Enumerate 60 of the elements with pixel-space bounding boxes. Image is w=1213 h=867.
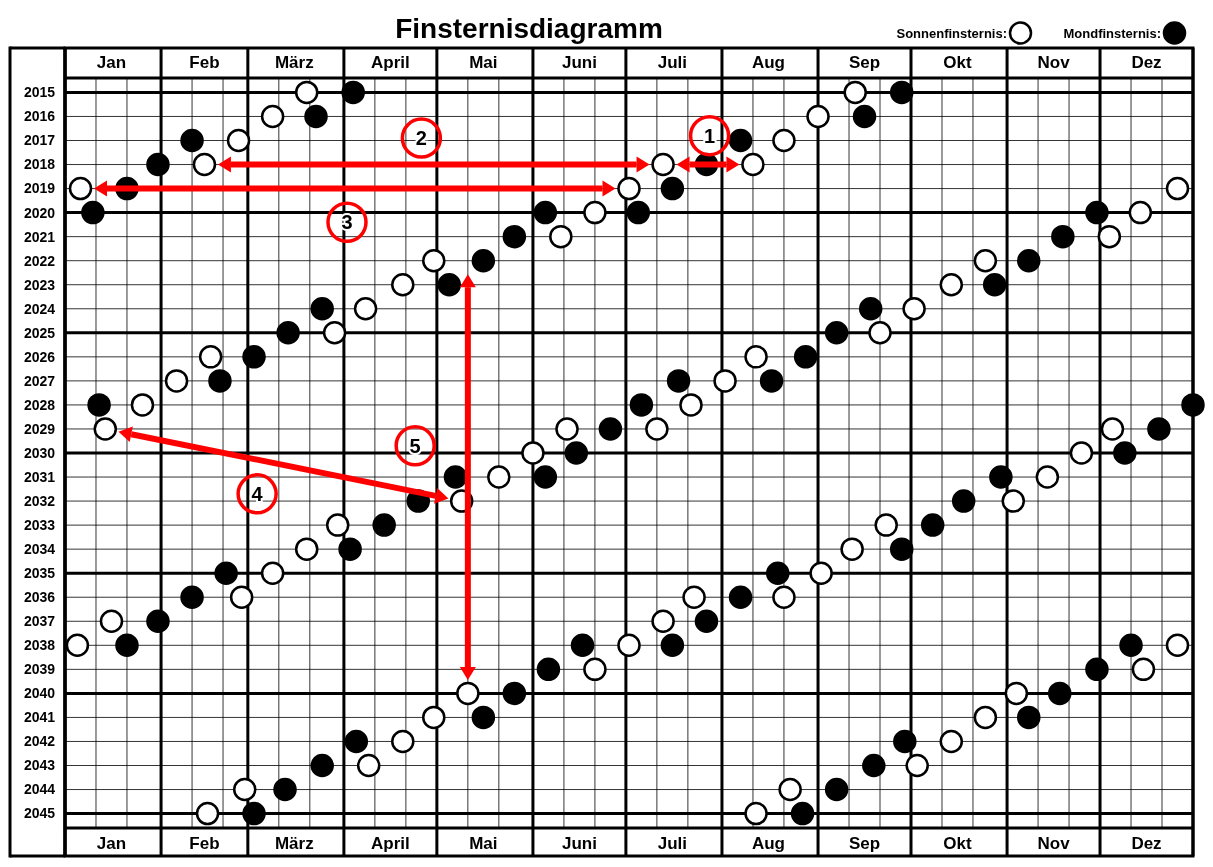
x-tick-label: Juli [657,834,688,853]
x2-tick-label: Okt [943,53,972,72]
y-tick-label: 2042 [23,733,56,750]
y-tick-label: 2034 [23,541,56,558]
y-tick-label: 2031 [23,468,56,485]
y-tick-label: 2036 [23,589,56,606]
x2-tick-label: Feb [189,53,220,72]
annotation: 4 [251,483,264,506]
x2-tick-label: Mai [469,53,498,72]
legend-label: Mondfinsternis: [1063,26,1161,41]
x2-tick-label: März [274,53,314,72]
x2-tick-label: Aug [751,53,785,72]
y-tick-label: 2029 [23,420,56,437]
y-tick-label: 2040 [23,685,56,702]
y-tick-label: 2038 [23,637,56,654]
y-tick-label: 2043 [23,757,56,774]
y-tick-label: 2015 [23,84,56,101]
y-tick-label: 2019 [23,180,56,197]
x-tick-label: Sep [848,834,881,853]
chart-title: Finsternisdiagramm [395,13,663,44]
y-tick-label: 2037 [23,613,56,630]
y-tick-label: 2032 [23,492,56,509]
y-tick-label: 2045 [23,805,56,822]
y-tick-label: 2023 [23,276,56,293]
x2-tick-label: Nov [1037,53,1071,72]
x-tick-label: Juni [561,834,597,853]
y-tick-label: 2041 [23,709,56,726]
y-tick-label: 2044 [23,781,56,798]
y-tick-label: 2016 [23,108,56,125]
x-tick-label: Mai [469,834,498,853]
y-tick-label: 2018 [23,156,56,173]
x-tick-label: Feb [189,834,220,853]
y-tick-label: 2030 [23,444,56,461]
y-tick-label: 2033 [23,517,56,534]
x2-tick-label: Dez [1131,53,1162,72]
annotation: 5 [409,434,421,457]
y-tick-label: 2027 [23,372,56,389]
x-tick-label: März [274,834,314,853]
x-tick-label: Okt [943,834,972,853]
x-tick-label: Nov [1037,834,1071,853]
y-tick-label: 2025 [23,324,56,341]
y-tick-label: 2020 [23,204,56,221]
x-tick-label: April [371,834,410,853]
legend-label: Sonnenfinsternis: [896,26,1007,41]
x2-tick-label: April [371,53,410,72]
x2-tick-label: Sep [848,53,881,72]
y-tick-label: 2028 [23,396,56,413]
y-tick-label: 2026 [23,348,56,365]
y-tick-label: 2021 [23,228,56,245]
y-tick-label: 2039 [23,661,56,678]
y-tick-label: 2024 [23,300,56,317]
y-tick-label: 2022 [23,252,56,269]
y-tick-label: 2035 [23,565,56,582]
x-tick-label: Dez [1131,834,1162,853]
x-tick-label: Jan [96,834,127,853]
x-tick-label: Aug [751,834,785,853]
x2-tick-label: Jan [96,53,127,72]
x2-tick-label: Juni [561,53,597,72]
x2-tick-label: Juli [657,53,688,72]
y-tick-label: 2017 [23,132,56,149]
